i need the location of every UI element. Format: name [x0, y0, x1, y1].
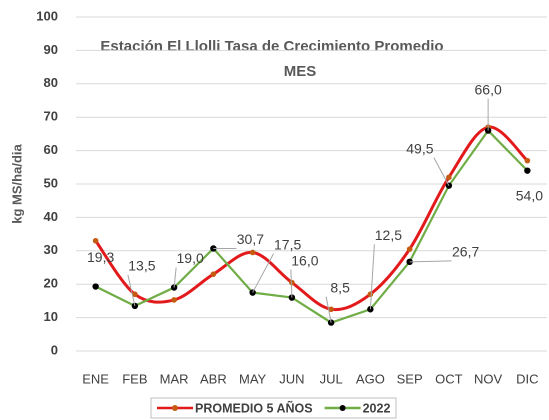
y-tick-label: 20 [44, 276, 58, 291]
data-label: 16,0 [291, 252, 318, 268]
x-tick-label: SEP [397, 371, 423, 386]
y-axis-title: kg MS/ha/dia [9, 144, 24, 224]
legend-marker [172, 405, 178, 411]
x-tick-label: OCT [435, 371, 463, 386]
leader-line [290, 269, 293, 298]
y-tick-label: 30 [44, 242, 58, 257]
y-tick-label: 50 [44, 175, 58, 190]
point [171, 297, 177, 303]
data-label: 17,5 [274, 236, 301, 252]
leader-line [252, 253, 275, 293]
leader-line [127, 274, 136, 307]
y-tick-label: 40 [44, 209, 58, 224]
y-tick-label: 90 [44, 42, 58, 57]
y-tick-label: 0 [51, 342, 58, 357]
line [94, 125, 529, 312]
point [92, 237, 99, 244]
data-label: 19,0 [177, 250, 204, 266]
x-tick-label: ABR [200, 371, 227, 386]
leader-line [433, 157, 450, 186]
x-tick-label: ENE [82, 371, 109, 386]
x-axis-title: MES [284, 63, 317, 80]
data-label: 49,5 [406, 140, 433, 156]
point [406, 246, 413, 252]
x-tick-label: NOV [474, 371, 503, 386]
data-label: 26,7 [452, 244, 479, 260]
leader-line [173, 267, 177, 288]
y-tick-label: 70 [44, 109, 58, 124]
data-label: 30,7 [237, 231, 264, 247]
data-label: 54,0 [516, 187, 543, 203]
y-tick-label: 100 [36, 8, 58, 23]
x-tick-label: JUL [320, 371, 343, 386]
x-tick-label: JUN [279, 371, 304, 386]
point [446, 174, 452, 181]
y-tick-label: 10 [44, 309, 58, 324]
leader-line [409, 260, 452, 263]
leader-line [369, 244, 375, 310]
point [132, 291, 138, 298]
data-label: 12,5 [375, 227, 402, 243]
point [328, 306, 334, 313]
data-label: 66,0 [475, 81, 502, 97]
data-label: 19,3 [87, 249, 114, 265]
chart-title: Estación El Llolli Tasa de Crecimiento P… [100, 38, 443, 55]
legend-label: PROMEDIO 5 AÑOS [195, 400, 313, 415]
y-tick-label: 60 [44, 142, 58, 157]
point [249, 249, 256, 256]
line [95, 128, 529, 324]
point [524, 157, 531, 164]
x-tick-label: MAR [160, 371, 189, 386]
x-tick-label: AGO [356, 371, 385, 386]
legend-marker [339, 405, 346, 411]
y-tick-label: 80 [44, 75, 58, 90]
point [92, 283, 99, 290]
data-label: 8,5 [330, 279, 350, 295]
leader-line [325, 296, 332, 323]
x-tick-label: FEB [122, 371, 147, 386]
point [367, 291, 374, 298]
point [210, 271, 217, 277]
data-label: 13,5 [128, 258, 155, 274]
legend-label: 2022 [363, 401, 391, 415]
point [524, 167, 531, 174]
x-tick-label: MAY [239, 371, 267, 386]
point [289, 279, 295, 286]
x-tick-label: DIC [516, 371, 538, 386]
legend-box [150, 397, 397, 419]
